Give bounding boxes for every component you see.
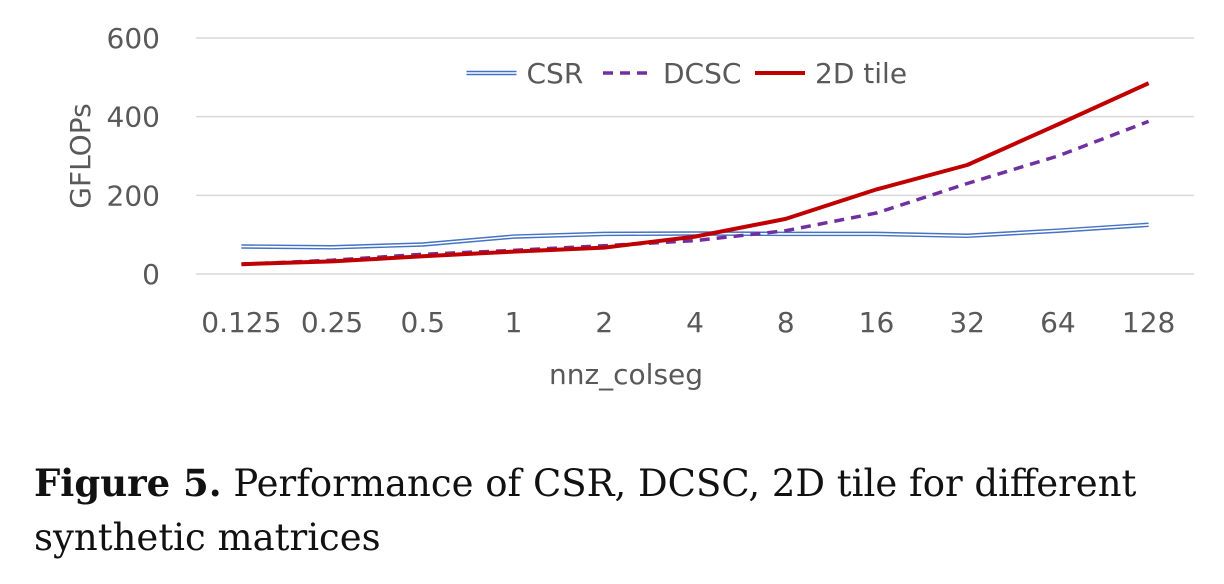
x-tick-label-0-125: 0.125 bbox=[201, 306, 281, 339]
figure-caption-label: Figure 5. bbox=[34, 461, 222, 505]
x-tick-label-8: 8 bbox=[777, 306, 795, 339]
legend-label-dcsc: DCSC bbox=[663, 57, 741, 90]
series-line-2d-tile bbox=[241, 81, 1150, 267]
legend: CSR DCSC 2D tile bbox=[466, 57, 907, 90]
x-tick-label-1: 1 bbox=[505, 306, 523, 339]
y-tick-label-600: 600 bbox=[107, 22, 160, 55]
gridlines bbox=[196, 37, 1194, 275]
figure-caption-text: Performance of CSR, DCSC, 2D tile for di… bbox=[34, 462, 1137, 559]
x-tick-label-16: 16 bbox=[859, 306, 895, 339]
x-axis-label: nnz_colseg bbox=[549, 358, 703, 391]
y-tick-label-400: 400 bbox=[107, 101, 160, 134]
x-tick-label-0-5: 0.5 bbox=[401, 306, 446, 339]
figure-caption: Figure 5. Performance of CSR, DCSC, 2D t… bbox=[34, 456, 1214, 565]
x-tick-label-2: 2 bbox=[595, 306, 613, 339]
y-tick-label-200: 200 bbox=[107, 179, 160, 212]
legend-label-csr: CSR bbox=[527, 57, 584, 90]
x-axis-ticks: 0.125 0.25 0.5 1 2 4 8 16 32 64 128 bbox=[201, 306, 1175, 339]
x-tick-label-32: 32 bbox=[949, 306, 985, 339]
x-tick-label-64: 64 bbox=[1040, 306, 1076, 339]
y-axis-ticks: 0 200 400 600 bbox=[107, 22, 160, 291]
line-chart: 0 200 400 600 0.125 0.25 0.5 1 2 4 8 16 32 64 128 CSR… bbox=[64, 22, 1194, 391]
y-axis-label: GFLOPs bbox=[64, 103, 97, 208]
legend-label-2d-tile: 2D tile bbox=[815, 57, 907, 90]
y-tick-label-0: 0 bbox=[142, 258, 160, 291]
x-tick-label-128: 128 bbox=[1122, 306, 1175, 339]
x-tick-label-4: 4 bbox=[686, 306, 704, 339]
x-tick-label-0-25: 0.25 bbox=[301, 306, 363, 339]
series-lines bbox=[241, 81, 1150, 267]
series-line-csr-inner bbox=[241, 224, 1149, 249]
